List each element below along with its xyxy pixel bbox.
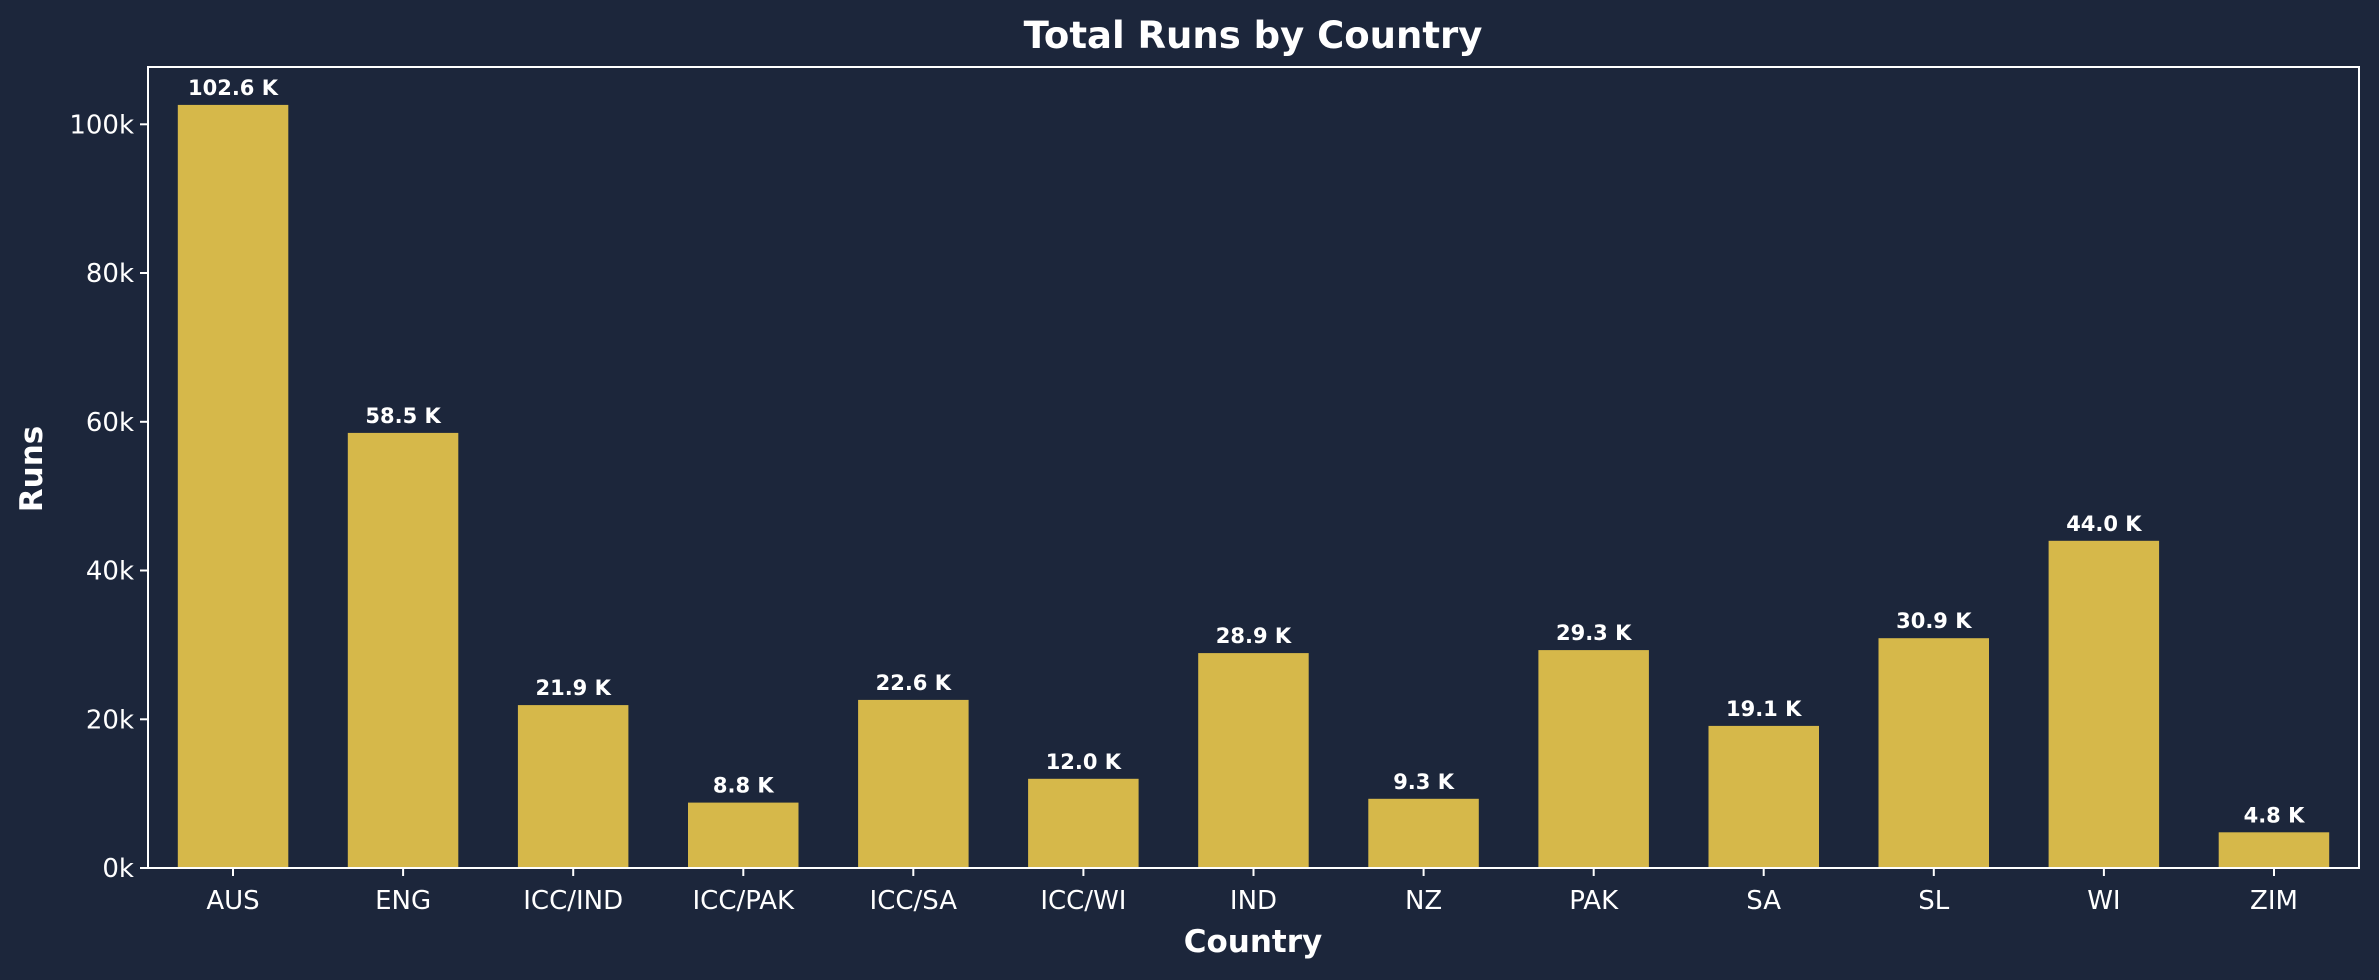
data-labels-layer: 102.6 K 58.5 K 21.9 K 8.8 K 22.6 K 12.0 K 28.9… <box>188 76 2305 827</box>
bar-icc-sa <box>858 699 969 868</box>
x-tick-label: AUS <box>206 886 259 916</box>
x-tick-label: ZIM <box>2250 886 2298 916</box>
data-label: 102.6 K <box>188 76 279 100</box>
plot-frame <box>147 66 2360 869</box>
chart-title: Total Runs by Country <box>1024 14 1483 57</box>
x-tick-label: NZ <box>1405 886 1442 916</box>
data-label: 44.0 K <box>2066 512 2142 536</box>
bars-layer <box>177 104 2330 868</box>
y-tick-label: 20k <box>86 705 134 735</box>
ticks-layer: AUS ENG ICC/IND ICC/PAK ICC/SA ICC/WI IND NZ PAK… <box>69 110 2298 916</box>
x-tick-label: WI <box>2087 886 2120 916</box>
x-tick-label: IND <box>1230 886 1277 916</box>
x-tick-label: ENG <box>375 886 431 916</box>
data-label: 19.1 K <box>1726 697 1802 721</box>
data-label: 21.9 K <box>535 676 611 700</box>
bar-aus <box>177 104 289 868</box>
y-tick-label: 100k <box>69 110 134 140</box>
x-tick-label: ICC/PAK <box>693 886 796 916</box>
bar-sl <box>1878 638 1989 868</box>
y-tick-label: 0k <box>102 854 134 884</box>
data-label: 29.3 K <box>1556 621 1632 645</box>
bar-zim <box>2218 832 2330 868</box>
y-tick-label: 80k <box>86 259 134 289</box>
data-label: 58.5 K <box>365 404 441 428</box>
bar-sa <box>1708 725 1819 868</box>
data-label: 4.8 K <box>2244 803 2306 827</box>
bar-wi <box>2048 540 2160 868</box>
bar-nz <box>1368 798 1479 868</box>
x-tick-label: SA <box>1746 886 1781 916</box>
bar-ind <box>1198 653 1309 868</box>
x-tick-label: ICC/WI <box>1040 886 1126 916</box>
data-label: 28.9 K <box>1216 624 1292 648</box>
bar-icc-ind <box>517 705 629 868</box>
x-axis-label: Country <box>1184 924 1323 960</box>
data-label: 9.3 K <box>1393 770 1455 794</box>
x-tick-label: ICC/SA <box>870 886 958 916</box>
data-label: 30.9 K <box>1896 609 1972 633</box>
y-tick-label: 60k <box>86 408 134 438</box>
x-tick-label: ICC/IND <box>523 886 623 916</box>
y-axis-label: Runs <box>14 426 50 512</box>
x-tick-label: PAK <box>1569 886 1619 916</box>
data-label: 8.8 K <box>713 774 775 798</box>
bar-eng <box>347 432 459 868</box>
bar-icc-wi <box>1028 778 1139 868</box>
y-tick-label: 40k <box>86 557 134 587</box>
bar-pak <box>1538 650 1649 868</box>
data-label: 12.0 K <box>1046 750 1122 774</box>
x-tick-label: SL <box>1918 886 1950 916</box>
bar-icc-pak <box>688 802 799 868</box>
data-label: 22.6 K <box>876 671 952 695</box>
